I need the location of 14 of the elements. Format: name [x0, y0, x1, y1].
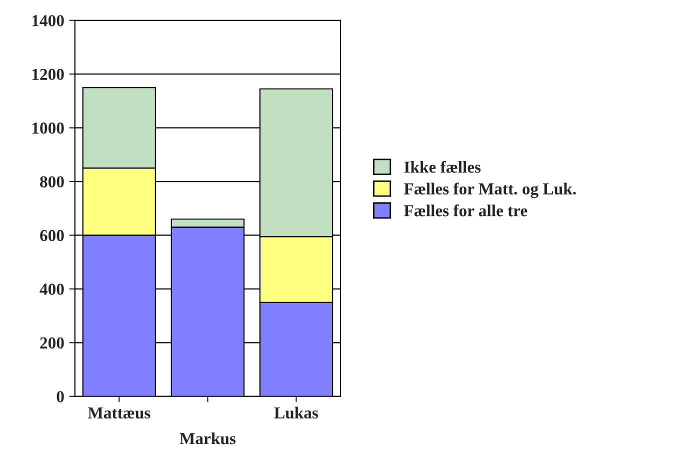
- x-tick-label: Lukas: [274, 406, 318, 419]
- y-tick-label: 400: [40, 284, 64, 295]
- y-tick-label: 1000: [32, 122, 64, 134]
- y-tick-label: 0: [56, 391, 64, 402]
- legend-label: Fælles for Matt. og Luk.: [404, 182, 576, 198]
- y-tick-label: 200: [40, 337, 64, 349]
- y-tick-label: 800: [40, 176, 64, 188]
- y-tick-label: 1200: [32, 68, 64, 80]
- y-tick-label: 1400: [32, 15, 64, 26]
- legend-label: Fælles for alle tre: [404, 204, 528, 216]
- x-tick-label: Mattæus: [88, 407, 150, 419]
- x-tick-label: Markus: [180, 432, 236, 444]
- legend-label: Ikke fælles: [404, 160, 481, 173]
- y-tick-label: 600: [40, 230, 64, 242]
